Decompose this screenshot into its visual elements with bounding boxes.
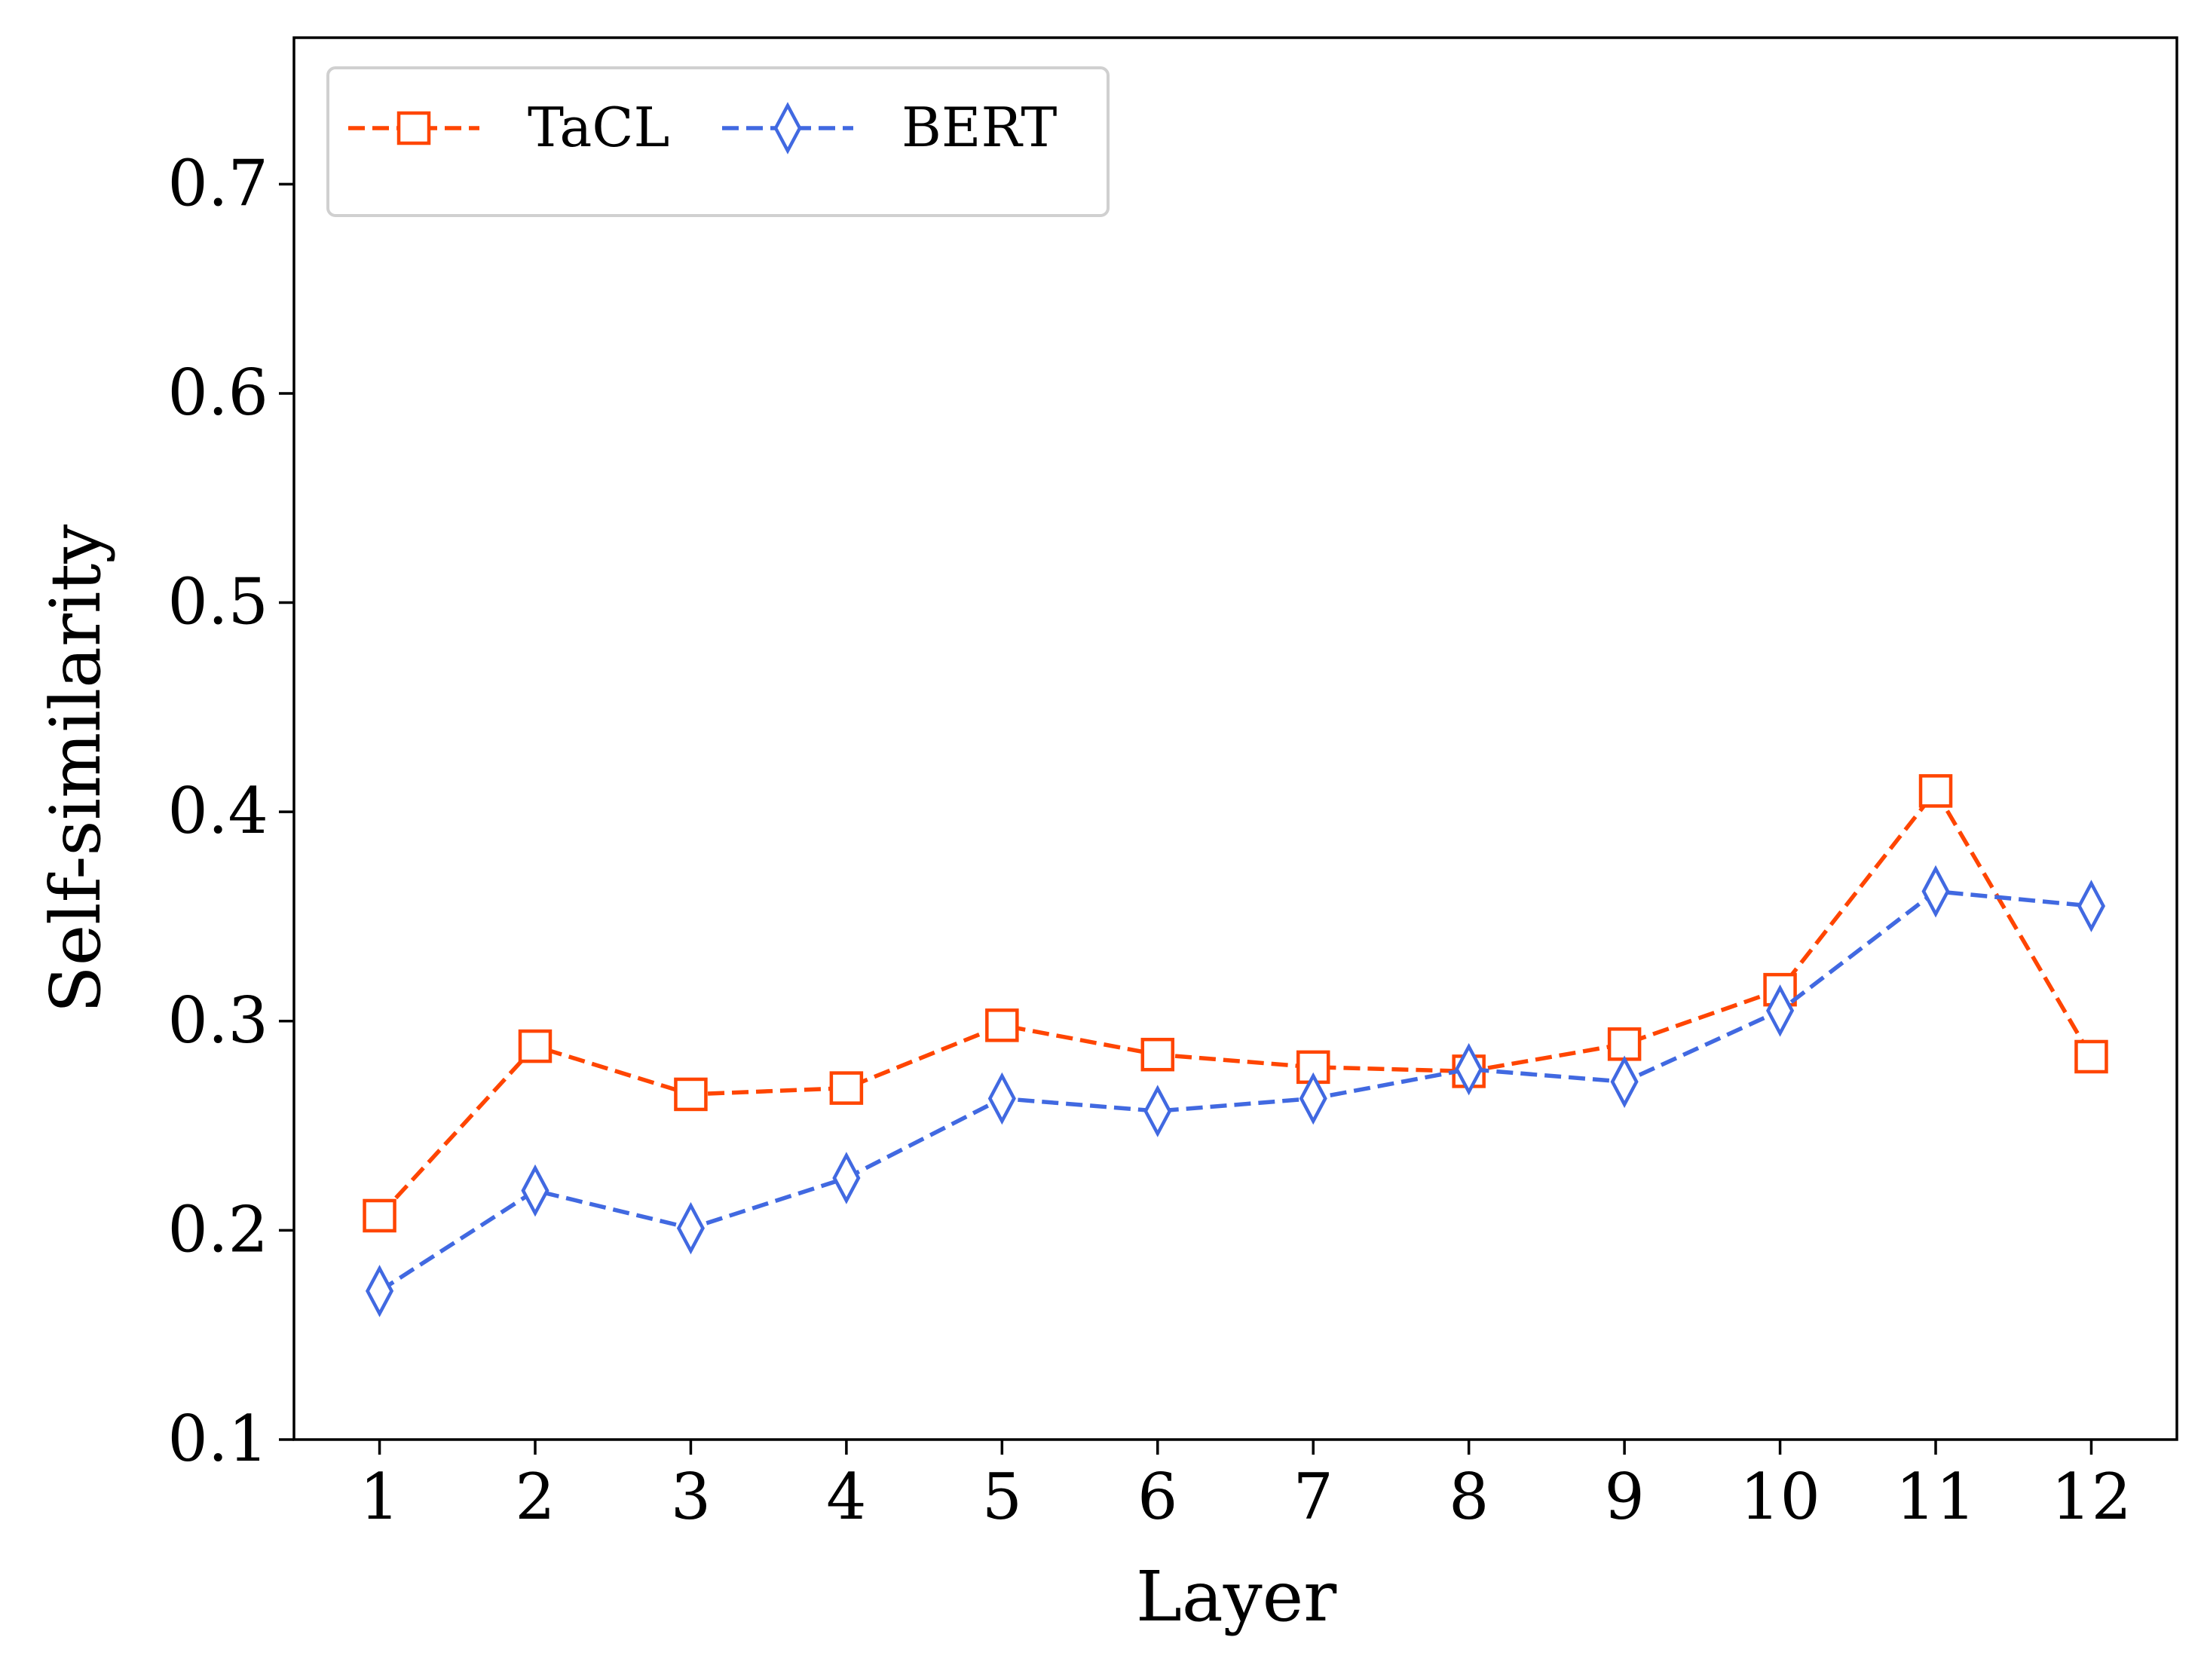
- data-point: [829, 1071, 864, 1105]
- x-tick-label: 2: [515, 1460, 555, 1534]
- x-tick-label: 9: [1604, 1460, 1644, 1534]
- data-point: [1143, 1085, 1172, 1137]
- legend-label: BERT: [902, 96, 1057, 159]
- legend-frame: [326, 66, 1110, 217]
- data-point: [832, 1152, 861, 1204]
- data-point: [1140, 1037, 1175, 1072]
- x-tick-label: 1: [360, 1460, 399, 1534]
- data-point: [1610, 1055, 1639, 1109]
- data-point: [987, 1072, 1016, 1125]
- series-tacl: [363, 774, 2108, 1233]
- data-point: [674, 1077, 708, 1112]
- data-point: [1921, 864, 1950, 918]
- data-point: [1607, 1027, 1642, 1061]
- data-point: [1455, 1042, 1483, 1096]
- y-tick-label: 0.1: [167, 1402, 268, 1476]
- legend-marker: [773, 102, 802, 155]
- data-point: [521, 1164, 549, 1217]
- y-tick-label: 0.4: [167, 774, 268, 848]
- data-point: [365, 1265, 394, 1317]
- series-line-bert: [378, 889, 2092, 1293]
- y-tick-label: 0.5: [167, 565, 268, 639]
- y-axis: 0.1 0.2 0.3 0.4 0.5 0.6 0.7: [167, 146, 294, 1476]
- x-tick-label: 7: [1293, 1460, 1333, 1534]
- legend-marker: [396, 111, 431, 145]
- plot-frame: [292, 36, 2178, 1441]
- series-bert: [365, 864, 2106, 1317]
- data-point: [1299, 1072, 1327, 1125]
- y-axis-label: Self-similarity: [35, 525, 116, 1014]
- y-tick-label: 0.3: [167, 984, 268, 1057]
- x-tick-label: 3: [671, 1460, 711, 1534]
- x-tick-label: 12: [2051, 1460, 2132, 1534]
- y-tick-label: 0.2: [167, 1192, 268, 1266]
- x-tick-label: 6: [1137, 1460, 1177, 1534]
- x-tick-label: 10: [1740, 1460, 1820, 1534]
- x-tick-label: 11: [1896, 1460, 1976, 1534]
- data-point: [1766, 984, 1795, 1037]
- y-tick-label: 0.6: [167, 356, 268, 430]
- x-tick-label: 4: [826, 1460, 866, 1534]
- data-point: [1918, 774, 1953, 808]
- series-line-tacl: [378, 788, 2093, 1217]
- data-point: [985, 1008, 1019, 1042]
- data-point: [363, 1198, 396, 1233]
- x-tick-label: 5: [982, 1460, 1022, 1534]
- x-axis-label: Layer: [1136, 1556, 1336, 1637]
- legend: TaCL BERT: [326, 66, 1110, 217]
- data-point: [518, 1029, 553, 1063]
- x-tick-label: 8: [1449, 1460, 1489, 1534]
- data-point: [2074, 1039, 2108, 1074]
- data-point: [676, 1201, 705, 1255]
- legend-label: TaCL: [528, 96, 669, 159]
- y-tick-label: 0.7: [167, 146, 268, 220]
- legend-entry-tacl: TaCL: [348, 96, 669, 159]
- x-axis: 1 2 3 4 5 6 7 8 9 10 11 12: [360, 1440, 2132, 1534]
- plot-series: [363, 774, 2108, 1317]
- data-point: [2077, 880, 2106, 932]
- legend-entry-bert: BERT: [722, 96, 1057, 159]
